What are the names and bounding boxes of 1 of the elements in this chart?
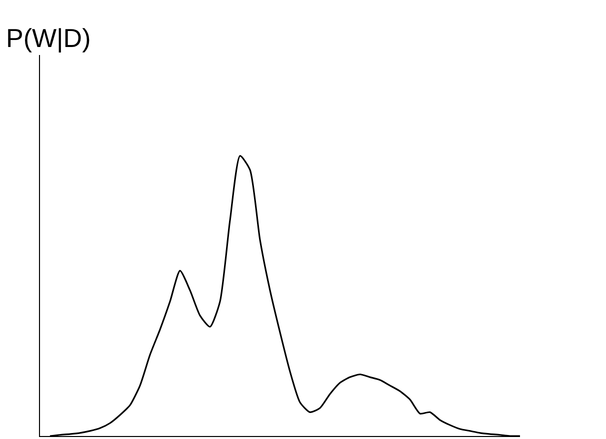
y-axis-title: P(W|D) bbox=[6, 23, 91, 53]
